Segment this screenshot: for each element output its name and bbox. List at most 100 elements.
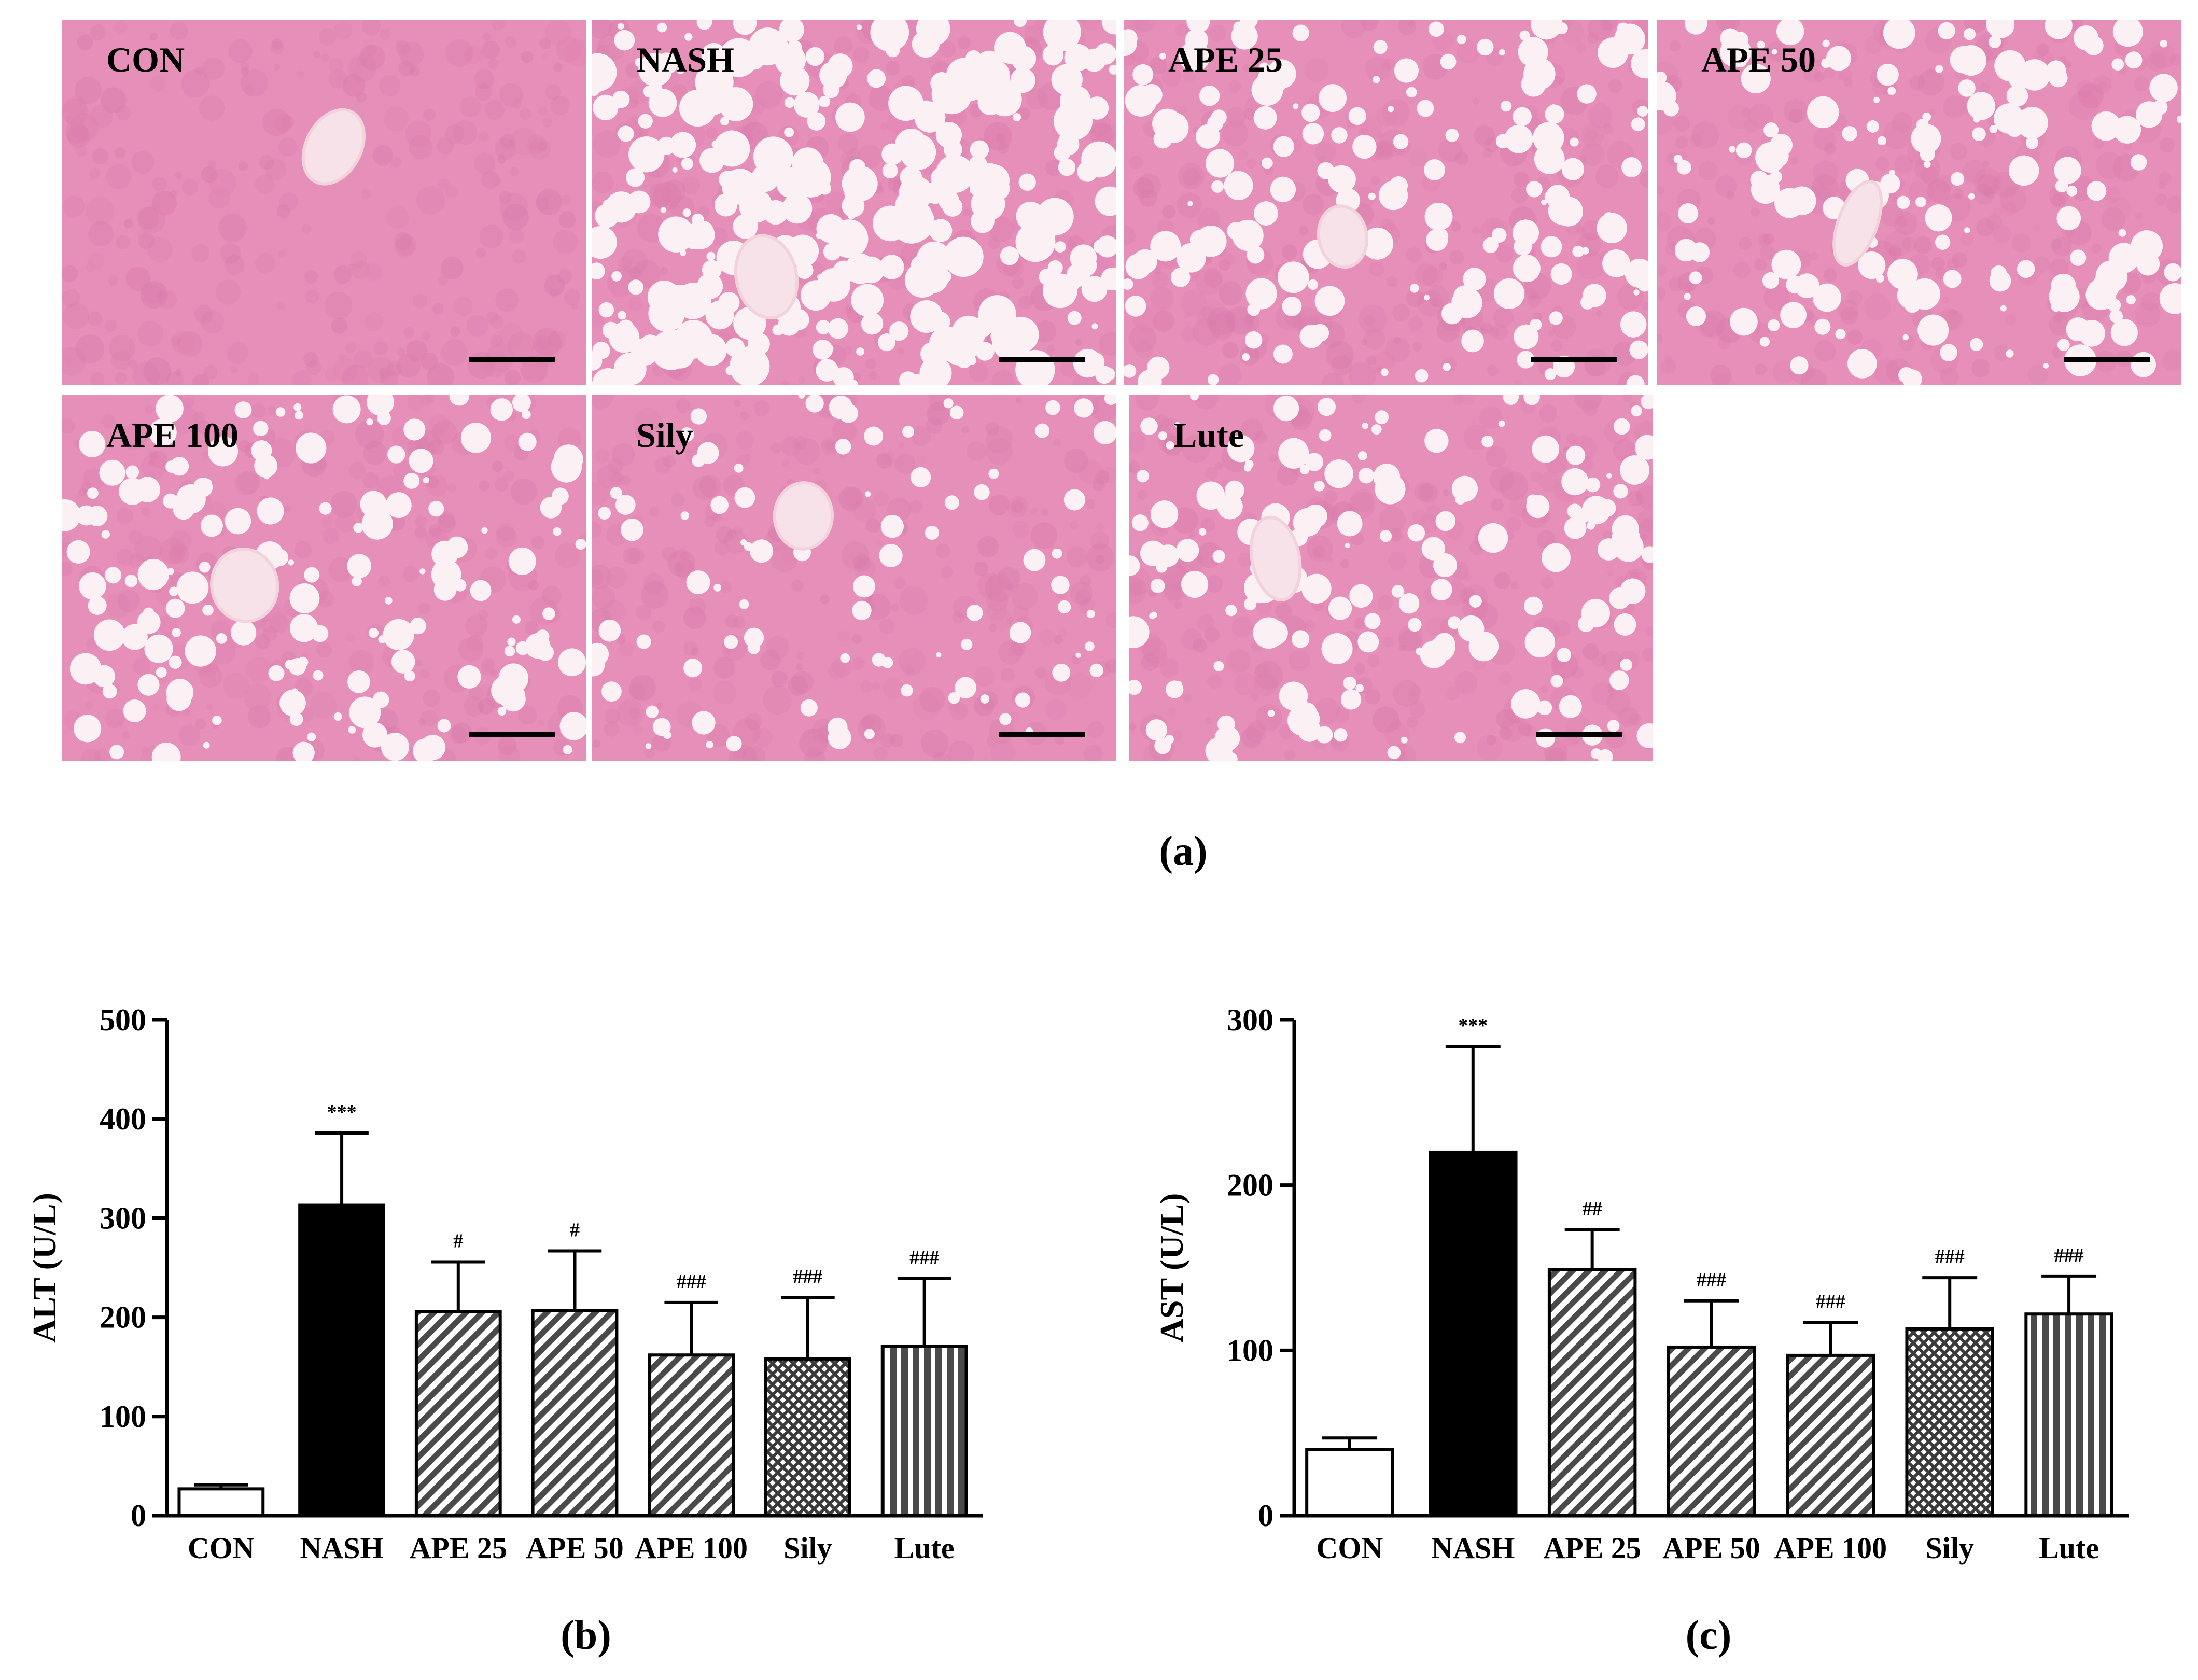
fat-droplet [1950, 172, 1965, 186]
fat-droplet [1424, 202, 1453, 231]
y-tick-label: 400 [100, 1102, 146, 1136]
fat-droplet [1174, 422, 1180, 428]
significance-label: ### [1697, 1269, 1726, 1291]
significance-label: ### [909, 1247, 939, 1269]
vessel [301, 108, 366, 186]
fat-droplet [292, 741, 315, 761]
fat-droplet [2017, 260, 2035, 278]
fat-droplet [1771, 49, 1777, 55]
fat-droplet [510, 687, 526, 703]
significance-label: ### [1816, 1291, 1845, 1312]
fat-droplet [490, 398, 513, 421]
fat-droplet [2164, 263, 2181, 282]
fat-droplet [1124, 278, 1133, 290]
fat-droplet [101, 530, 110, 539]
fat-droplet [381, 733, 410, 761]
fat-droplet [1445, 129, 1459, 142]
fat-droplet [1186, 20, 1210, 33]
fat-droplet [1542, 543, 1571, 572]
fat-droplet [1915, 197, 1926, 207]
fat-droplet [2008, 155, 2039, 186]
fat-droplet [559, 712, 586, 740]
fat-droplet [663, 731, 671, 739]
fat-droplet [894, 128, 928, 161]
fat-droplet [792, 24, 802, 34]
micrograph-label: Sily [636, 415, 693, 455]
fat-droplet [1233, 21, 1244, 33]
fat-droplet [1251, 74, 1283, 106]
significance-label: *** [1458, 1015, 1488, 1037]
fat-droplet [657, 22, 667, 33]
fat-droplet [1430, 579, 1452, 601]
bar [1905, 1327, 1994, 1518]
fat-droplet [787, 40, 802, 55]
fat-droplet [1964, 227, 1970, 233]
vessel [1832, 179, 1883, 267]
fat-droplet [1969, 338, 1983, 352]
fat-droplet [1729, 146, 1736, 153]
fat-droplet [1935, 234, 1951, 250]
fat-droplet [631, 338, 659, 366]
fat-droplet [288, 559, 295, 566]
x-tick-label: APE 100 [635, 1531, 748, 1565]
fat-droplet [1835, 329, 1846, 340]
fat-droplet [1081, 276, 1108, 302]
fat-droplet [909, 254, 946, 290]
fat-droplet [1308, 279, 1319, 290]
micrograph-label: APE 25 [1168, 40, 1283, 79]
fat-droplet [1512, 219, 1539, 246]
fat-droplet [1177, 681, 1182, 687]
fat-droplet [1750, 171, 1768, 189]
fat-droplet [208, 436, 239, 467]
fat-droplet [293, 403, 302, 412]
fat-droplet [638, 52, 673, 87]
fat-droplet [1211, 109, 1227, 125]
fat-droplet [763, 200, 788, 225]
fat-droplet [1641, 546, 1653, 563]
fat-droplet [1357, 631, 1379, 653]
fat-droplet [739, 599, 749, 609]
fat-droplet [403, 472, 420, 489]
fat-droplet [1299, 465, 1310, 475]
fat-droplet [683, 659, 703, 678]
fat-droplet [279, 690, 306, 716]
fat-droplet [2149, 74, 2178, 102]
fat-droplet [2108, 243, 2139, 273]
fat-droplet [1958, 79, 1976, 97]
fat-droplet [234, 401, 252, 419]
fat-droplet [1189, 230, 1210, 249]
fat-droplet [1847, 349, 1877, 379]
fat-droplet [724, 635, 738, 649]
fat-droplet [747, 209, 753, 215]
fat-droplet [1613, 484, 1628, 499]
fat-droplet [784, 127, 794, 137]
fat-droplet [333, 712, 342, 721]
fat-droplet [1481, 435, 1494, 448]
fat-droplet [1086, 609, 1095, 618]
fat-droplet [102, 684, 117, 699]
fat-droplet [856, 24, 862, 30]
fat-droplet [368, 628, 379, 638]
fat-droplet [1010, 622, 1031, 643]
fat-droplet [1620, 659, 1632, 671]
fat-droplet [1000, 246, 1019, 265]
fat-droplet [628, 136, 665, 173]
fat-droplet [740, 353, 761, 373]
x-tick-label: APE 100 [1774, 1531, 1887, 1565]
fat-droplet [1581, 598, 1611, 628]
x-tick-label: Sily [783, 1531, 832, 1565]
fat-droplet [268, 665, 285, 681]
fat-droplet [367, 395, 394, 416]
fat-droplet [943, 236, 984, 277]
fat-droplet [2160, 39, 2168, 48]
fat-droplet [2112, 20, 2143, 47]
fat-droplet [828, 717, 848, 738]
fat-droplet [437, 719, 451, 733]
y-tick-label: 100 [100, 1399, 146, 1434]
fat-droplet [618, 23, 624, 30]
fat-droplet [1917, 314, 1949, 346]
fat-droplet [782, 193, 813, 224]
fat-droplet [170, 457, 189, 476]
fat-droplet [93, 619, 125, 651]
